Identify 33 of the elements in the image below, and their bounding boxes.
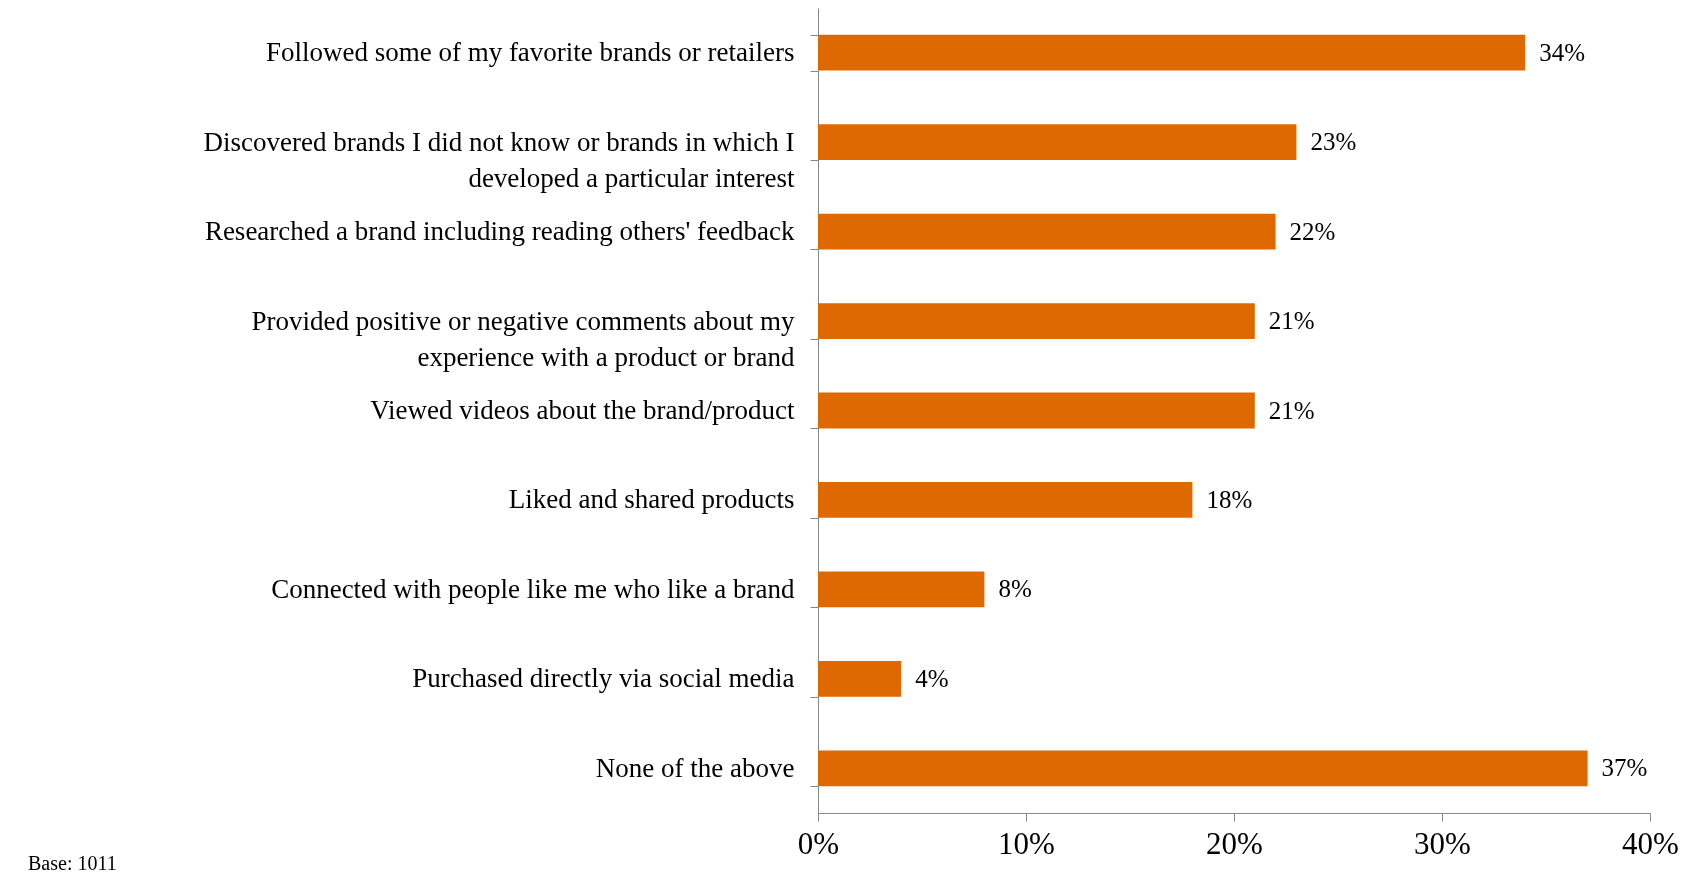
y-tick-label: Liked and shared products (508, 484, 795, 515)
y-tick-label: Followed some of my favorite brands or retailers (265, 37, 795, 68)
y-tick-label: Provided positive or negative comments about my experience with a product or brand (251, 305, 795, 372)
y-tick-label: Researched a brand including reading others' feedback (204, 216, 795, 247)
x-tick-label: 0% (797, 825, 840, 861)
data-label: 18% (1206, 485, 1253, 513)
data-label: 4% (915, 664, 949, 692)
bar (818, 750, 1588, 787)
bar (818, 213, 1276, 250)
y-tick-label: Connected with people like me who like a brand (271, 573, 795, 604)
data-label: 37% (1601, 754, 1648, 782)
bar (818, 303, 1255, 339)
y-tick-label: Viewed videos about the brand/product (370, 395, 795, 425)
data-label: 21% (1268, 396, 1315, 424)
data-label: 22% (1289, 217, 1336, 245)
data-label: 8% (998, 575, 1032, 603)
bar (818, 660, 902, 697)
x-tick-label: 30% (1414, 825, 1471, 861)
data-label: 23% (1310, 128, 1357, 156)
x-tick-label: 10% (998, 825, 1055, 861)
y-tick-label: Purchased directly via social media (412, 663, 795, 694)
bar (818, 571, 985, 608)
text: Base: 1011 (28, 852, 117, 875)
bar (818, 34, 1526, 71)
data-label: 21% (1268, 307, 1315, 335)
x-tick-label: 20% (1206, 825, 1263, 861)
bar (818, 392, 1255, 429)
x-tick-label: 40% (1622, 825, 1679, 861)
data-label: 34% (1539, 38, 1586, 66)
y-tick-label: Discovered brands I did not know or brands in which I developed a particular interest (203, 126, 795, 193)
y-tick-label: None of the above (595, 752, 795, 783)
bar (818, 124, 1297, 161)
bar (818, 482, 1193, 518)
